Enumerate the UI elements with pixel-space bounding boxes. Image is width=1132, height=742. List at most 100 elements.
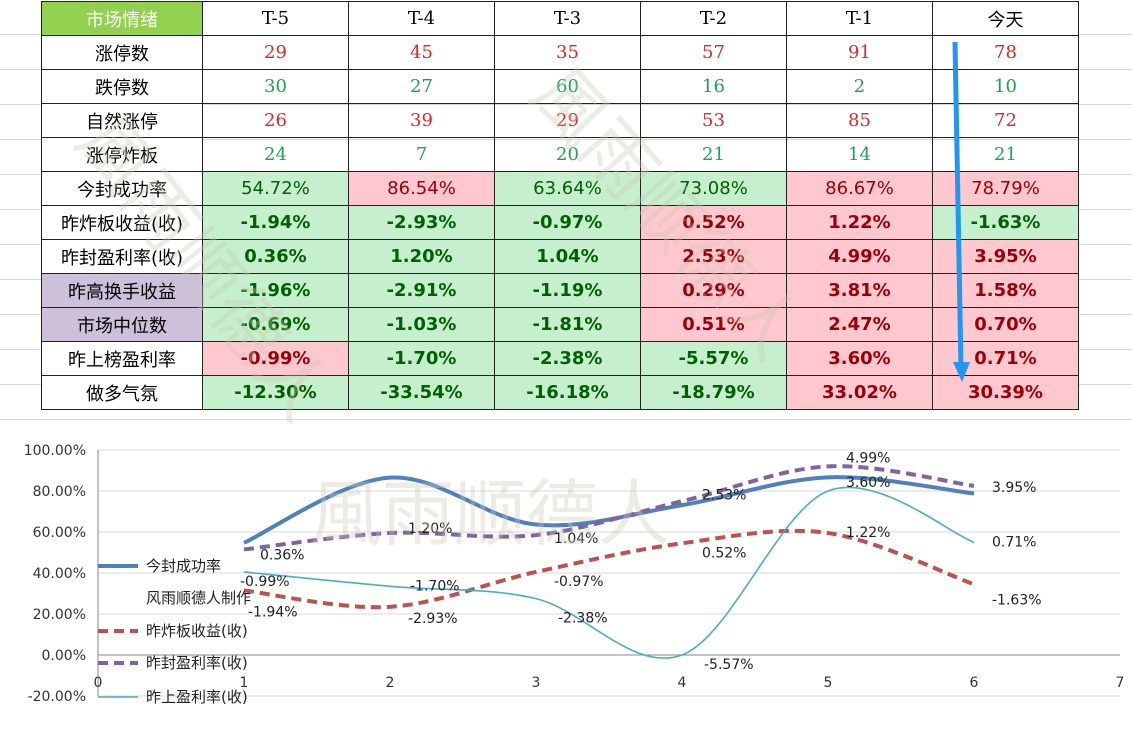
table-row: 跌停数 30 27 60 16 2 10 (41, 69, 1079, 104)
table-cell: 35 (494, 35, 641, 70)
row-label: 自然涨停 (41, 103, 203, 138)
column-header: T-2 (640, 1, 787, 36)
data-label: 0.52% (702, 545, 746, 561)
table-cell: 60 (494, 69, 641, 104)
market-sentiment-table: 市场情绪 T-5 T-4 T-3 T-2 T-1 今天 涨停数 29 45 35 57 91 78 跌停数 3… (41, 1, 1079, 410)
table-cell: 2.47% (786, 307, 933, 342)
column-header: T-1 (786, 1, 933, 36)
table-cell: 0.36% (202, 239, 349, 274)
table-cell: 27 (348, 69, 495, 104)
data-label: 3.95% (992, 480, 1036, 496)
table-cell: -33.54% (348, 375, 495, 410)
legend-label: 昨炸板收益(收) (146, 622, 248, 640)
table-cell: 39 (348, 103, 495, 138)
table-cell: 4.99% (786, 239, 933, 274)
table-cell: 21 (640, 137, 787, 172)
table-header-row: 市场情绪 T-5 T-4 T-3 T-2 T-1 今天 (41, 1, 1079, 36)
table-cell: 29 (202, 35, 349, 70)
series-line (243, 464, 975, 552)
row-label: 涨停数 (41, 35, 203, 70)
corner-label: 市场情绪 (41, 1, 203, 36)
table-cell: -1.70% (348, 341, 495, 376)
column-header: T-3 (494, 1, 641, 36)
row-label: 昨上榜盈利率 (41, 341, 203, 376)
table-cell: -1.19% (494, 273, 641, 308)
table-row: 涨停数 29 45 35 57 91 78 (41, 35, 1079, 70)
table-cell: -2.91% (348, 273, 495, 308)
y-tick-label: 80.00% (33, 484, 86, 500)
column-header: T-5 (202, 1, 349, 36)
table-cell: 16 (640, 69, 787, 104)
table-cell: -0.99% (202, 341, 349, 376)
x-tick-label: 1 (240, 675, 249, 691)
table-cell: -1.63% (932, 205, 1079, 240)
table-cell: 86.67% (786, 171, 933, 206)
column-header: T-4 (348, 1, 495, 36)
table-cell: 0.29% (640, 273, 787, 308)
y-tick-label: 40.00% (33, 566, 86, 582)
table-cell: 24 (202, 137, 349, 172)
data-label: 4.99% (846, 450, 890, 466)
row-label: 涨停炸板 (41, 137, 203, 172)
data-label: -1.63% (992, 592, 1042, 608)
series-line (243, 528, 975, 610)
table-row: 涨停炸板 24 7 20 21 14 21 (41, 137, 1079, 172)
row-label: 今封成功率 (41, 171, 203, 206)
table-cell: 0.52% (640, 205, 787, 240)
table-cell: 21 (932, 137, 1079, 172)
data-label: 0.36% (260, 547, 304, 563)
table-cell: 1.20% (348, 239, 495, 274)
data-label: -5.57% (704, 657, 754, 673)
table-cell: 20 (494, 137, 641, 172)
table-cell: 78.79% (932, 171, 1079, 206)
data-label: -2.93% (408, 611, 458, 627)
table-cell: 73.08% (640, 171, 787, 206)
table-cell: 33.02% (786, 375, 933, 410)
data-label: -0.97% (554, 574, 604, 590)
x-tick-label: 5 (824, 675, 833, 691)
data-label: 2.53% (702, 487, 746, 503)
table-cell: 3.81% (786, 273, 933, 308)
table-cell: 0.70% (932, 307, 1079, 342)
table-cell: 45 (348, 35, 495, 70)
legend-label: 今封成功率 (146, 557, 221, 575)
table-cell: 57 (640, 35, 787, 70)
table-cell: 0.71% (932, 341, 1079, 376)
data-label: 3.60% (846, 475, 890, 491)
table-cell: -1.94% (202, 205, 349, 240)
table-cell: 63.64% (494, 171, 641, 206)
table-cell: -18.79% (640, 375, 787, 410)
column-header: 今天 (932, 1, 1079, 36)
data-label: -1.94% (248, 604, 298, 620)
legend-label: 昨封盈利率(收) (146, 654, 248, 672)
table-cell: -2.38% (494, 341, 641, 376)
row-label: 昨封盈利率(收) (41, 239, 203, 274)
table-cell: -16.18% (494, 375, 641, 410)
data-label: -0.99% (240, 574, 290, 590)
sentiment-line-chart: 100.00% 80.00% 60.00% 40.00% 20.00% 0.00% -20.… (0, 430, 1132, 742)
table-row: 昨封盈利率(收) 0.36% 1.20% 1.04% 2.53% 4.99% 3.95% (41, 239, 1079, 274)
table-cell: 78 (932, 35, 1079, 70)
y-tick-label: 0.00% (42, 648, 86, 664)
data-label: 0.71% (992, 534, 1036, 550)
table-cell: -12.30% (202, 375, 349, 410)
table-cell: 1.22% (786, 205, 933, 240)
table-row: 昨高换手收益 -1.96% -2.91% -1.19% 0.29% 3.81% 1.58% (41, 273, 1079, 308)
table-cell: 3.60% (786, 341, 933, 376)
table-cell: -1.96% (202, 273, 349, 308)
table-cell: -2.93% (348, 205, 495, 240)
table-cell: 7 (348, 137, 495, 172)
y-tick-label: 20.00% (33, 607, 86, 623)
row-label: 市场中位数 (41, 307, 203, 342)
table-row: 昨炸板收益(收) -1.94% -2.93% -0.97% 0.52% 1.22% -1.6… (41, 205, 1079, 240)
y-tick-label: -20.00% (28, 689, 86, 705)
table-cell: 86.54% (348, 171, 495, 206)
table-cell: 2.53% (640, 239, 787, 274)
legend-label: 昨上盈利率(收) (146, 688, 248, 706)
table-cell: -5.57% (640, 341, 787, 376)
table-cell: -1.81% (494, 307, 641, 342)
x-tick-label: 3 (532, 675, 541, 691)
table-row: 昨上榜盈利率 -0.99% -1.70% -2.38% -5.57% 3.60% 0.71% (41, 341, 1079, 376)
row-label: 做多气氛 (41, 375, 203, 410)
row-label: 跌停数 (41, 69, 203, 104)
